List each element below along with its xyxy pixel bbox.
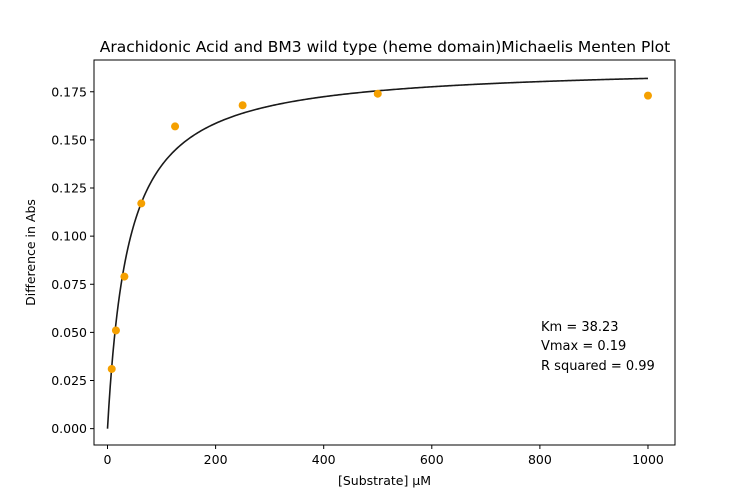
y-axis: 0.000 0.025 0.050 0.075 0.100 0.125 0.150 0.175 [51,84,94,436]
chart-title: Arachidonic Acid and BM3 wild type (heme… [100,38,671,56]
x-tick-label: 600 [420,452,444,467]
annotation-vmax: Vmax = 0.19 [541,339,626,354]
y-tick-label: 0.075 [51,277,87,292]
x-tick-label: 200 [204,452,228,467]
y-tick-label: 0.000 [51,421,87,436]
data-point [111,326,120,335]
x-tick-label: 400 [312,452,336,467]
x-tick-label: 1000 [632,452,664,467]
x-tick-label: 800 [528,452,552,467]
x-axis: 0 200 400 600 800 1000 [104,445,664,467]
data-point [137,199,146,208]
x-axis-label: [Substrate] µM [338,473,431,488]
data-point [171,122,180,131]
annotation-km: Km = 38.23 [541,320,619,335]
y-axis-label: Difference in Abs [23,199,38,306]
annotation-r-squared: R squared = 0.99 [541,359,655,374]
data-point [643,91,652,100]
plot-frame [93,59,676,446]
data-point [107,364,116,373]
y-tick-label: 0.050 [51,325,87,340]
data-point [120,272,129,281]
data-point [373,89,382,98]
x-tick-label: 0 [104,452,112,467]
y-tick-label: 0.175 [51,84,87,99]
y-tick-label: 0.025 [51,373,87,388]
fit-curve-line [106,77,649,429]
y-tick-label: 0.150 [51,132,87,147]
y-tick-label: 0.100 [51,229,87,244]
data-point [238,101,247,110]
y-tick-label: 0.125 [51,181,87,196]
plot-area [106,77,652,429]
